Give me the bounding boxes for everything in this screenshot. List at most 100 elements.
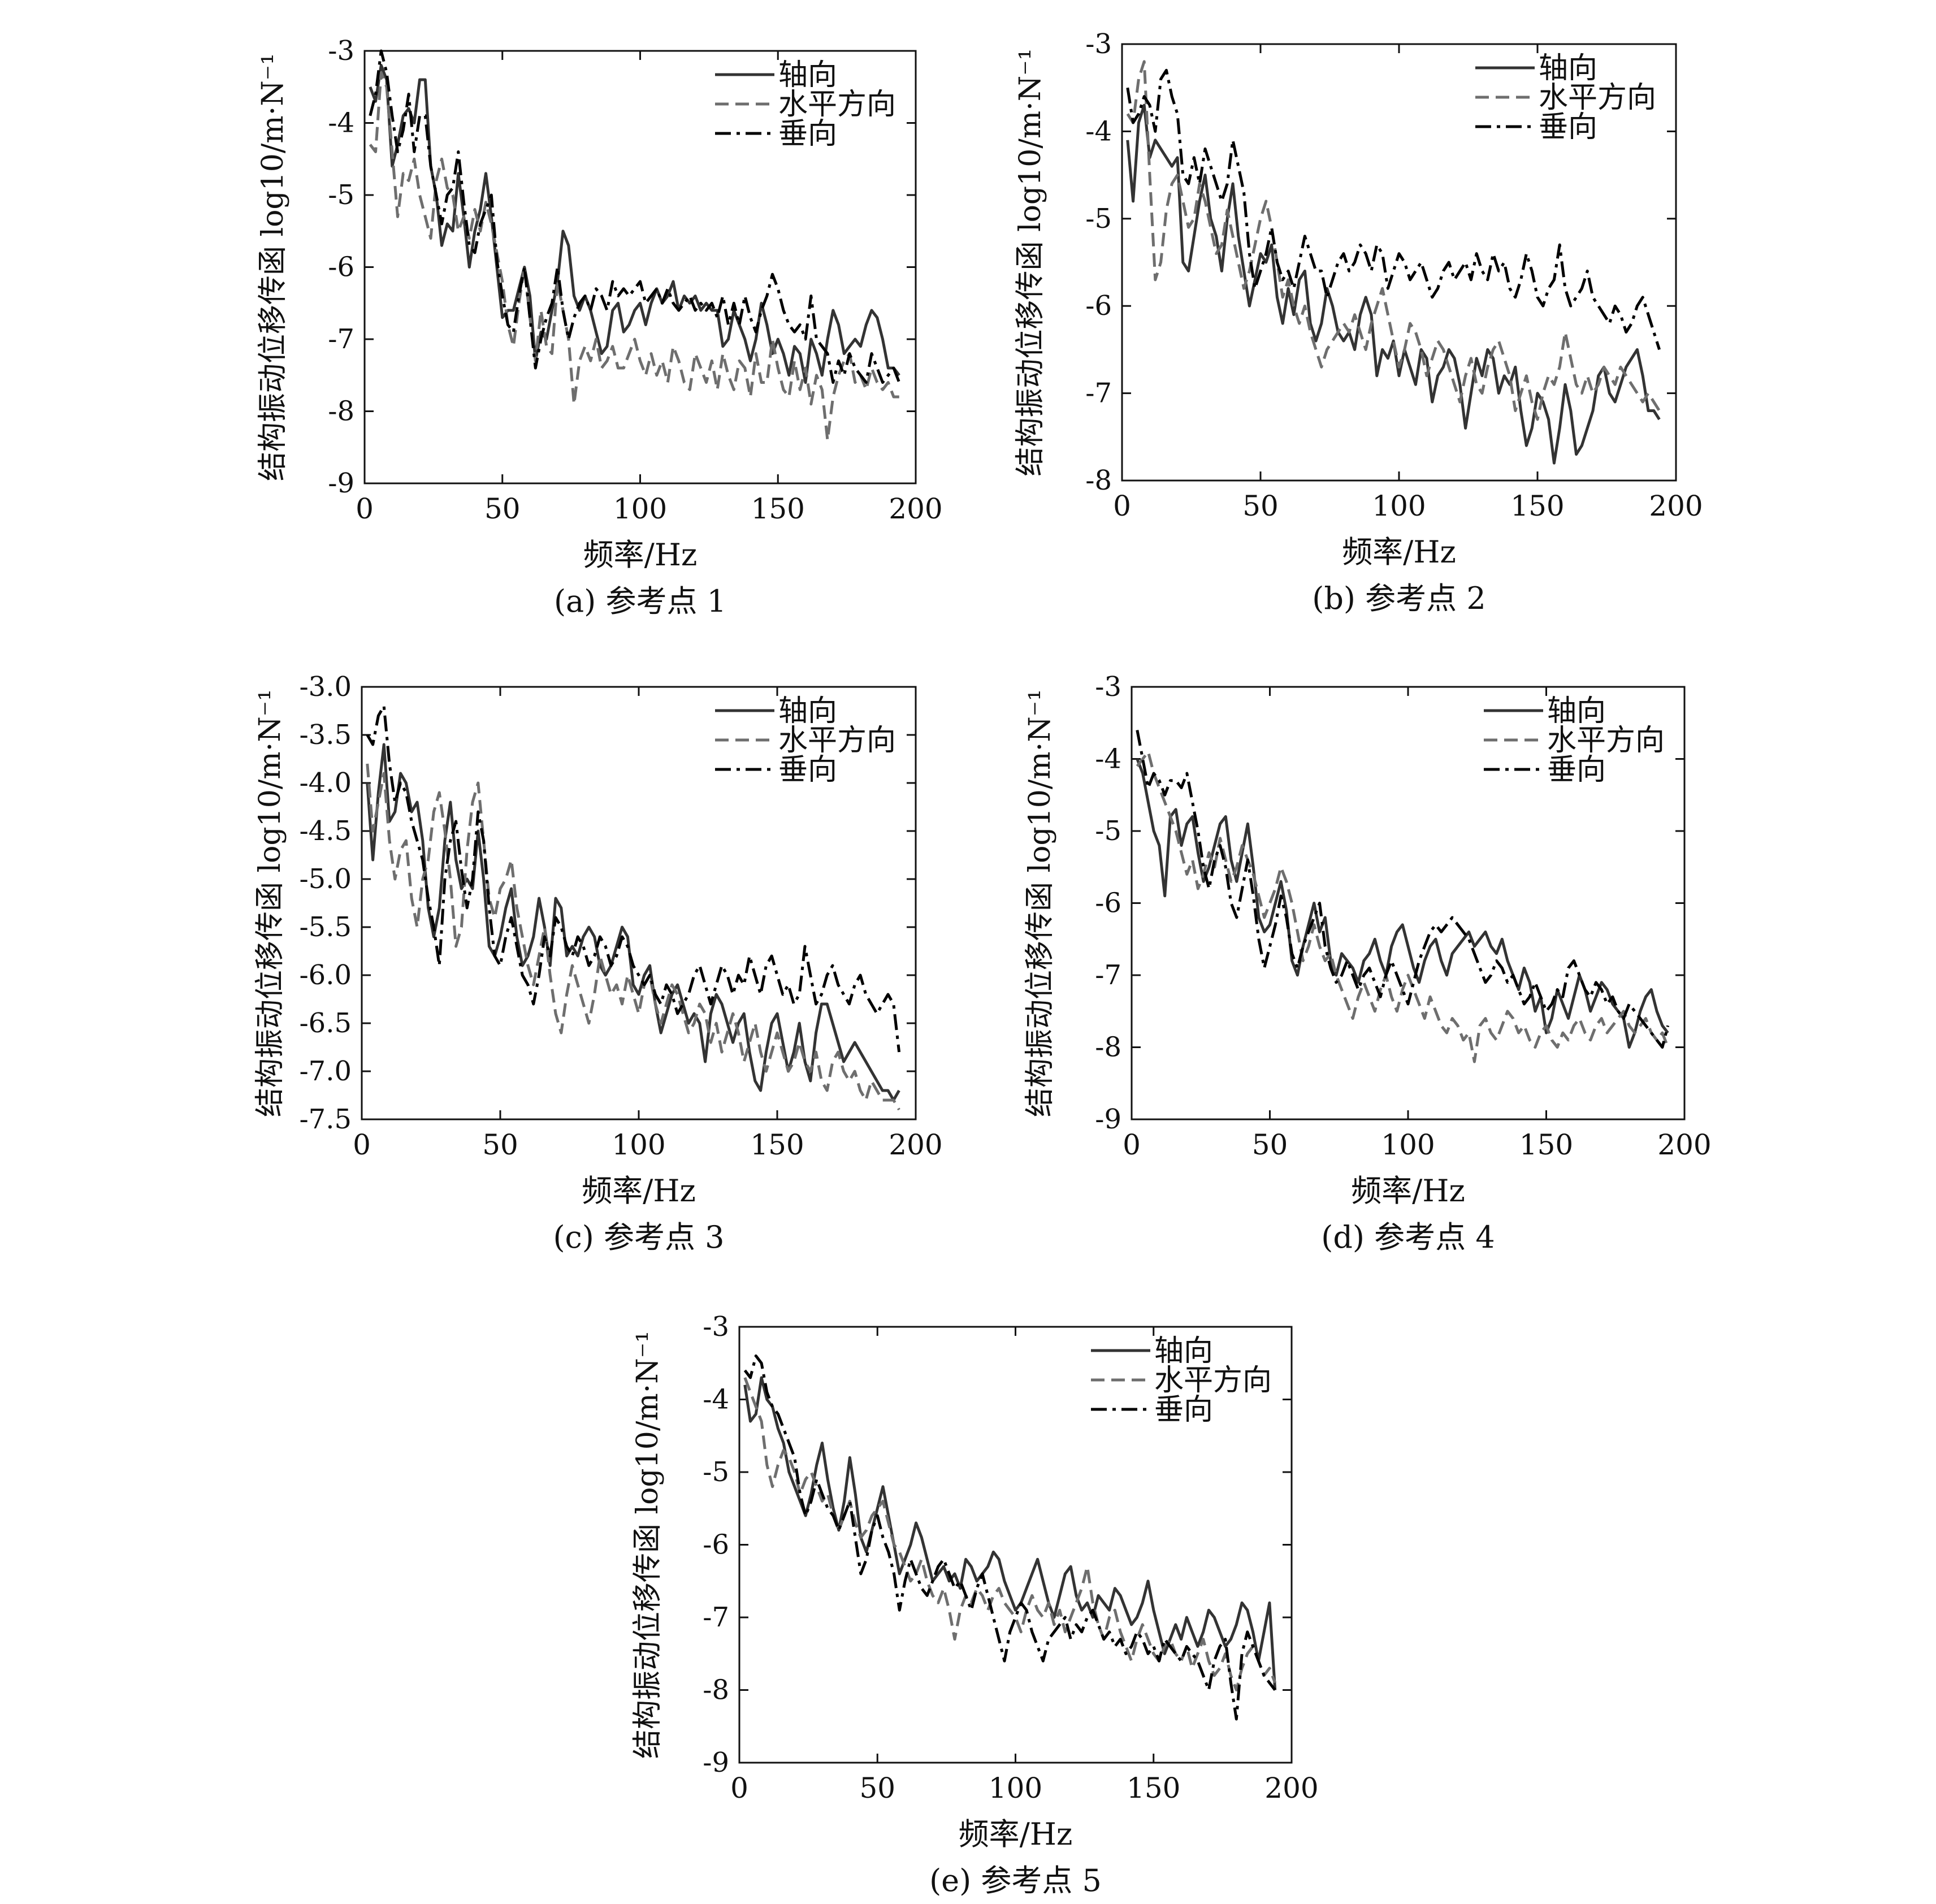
y-tick-label: -4 bbox=[703, 1384, 729, 1416]
y-tick-label: -8 bbox=[328, 396, 354, 427]
legend-label: 垂向 bbox=[1539, 110, 1597, 144]
x-tick-label: 200 bbox=[1264, 1772, 1318, 1805]
x-tick-label: 150 bbox=[1510, 490, 1564, 522]
y-tick-label: -9 bbox=[328, 468, 354, 499]
y-tick-label: -8 bbox=[1085, 465, 1112, 496]
series-line-dashdot bbox=[369, 49, 901, 384]
y-tick-label: -7 bbox=[1085, 378, 1112, 409]
y-axis-label: 结构振动位移传函 log10/m·N⁻¹ bbox=[631, 1331, 665, 1759]
x-tick-label: 100 bbox=[1372, 490, 1426, 522]
y-tick-label: -6 bbox=[328, 252, 354, 283]
x-tick-label: 200 bbox=[889, 1128, 942, 1161]
series-line-dashdot bbox=[1136, 730, 1670, 1049]
x-axis-label: 频率/Hz bbox=[959, 1816, 1073, 1852]
x-tick-label: 0 bbox=[353, 1128, 371, 1161]
y-axis-label: 结构振动位移传函 log10/m·N⁻¹ bbox=[256, 53, 290, 481]
x-tick-label: 50 bbox=[482, 1128, 518, 1161]
y-tick-label: -5.0 bbox=[299, 863, 352, 895]
x-tick-label: 0 bbox=[1113, 490, 1131, 522]
x-tick-label: 150 bbox=[1127, 1772, 1180, 1805]
y-tick-label: -9 bbox=[703, 1747, 729, 1778]
x-tick-label: 50 bbox=[484, 492, 521, 525]
series-line-dashdot bbox=[743, 1354, 1276, 1721]
series-line-dashed bbox=[366, 763, 900, 1111]
y-tick-label: -7 bbox=[1095, 959, 1121, 991]
legend-label: 垂向 bbox=[1154, 1393, 1213, 1427]
legend-label: 轴向 bbox=[778, 58, 837, 92]
series-line-dashed bbox=[1136, 750, 1670, 1063]
y-tick-label: -4 bbox=[328, 107, 354, 139]
x-tick-label: 150 bbox=[1519, 1128, 1573, 1161]
x-tick-label: 0 bbox=[730, 1772, 748, 1805]
x-tick-label: 100 bbox=[989, 1772, 1042, 1805]
legend-label: 轴向 bbox=[1539, 51, 1597, 85]
y-tick-label: -3 bbox=[328, 35, 354, 67]
y-tick-label: -5 bbox=[328, 179, 354, 211]
legend-label: 轴向 bbox=[778, 694, 837, 728]
series-line-dashed bbox=[369, 71, 899, 442]
y-tick-label: -3.5 bbox=[299, 719, 352, 751]
x-tick-label: 0 bbox=[1123, 1128, 1141, 1161]
y-tick-label: -4 bbox=[1085, 115, 1112, 147]
legend-label: 轴向 bbox=[1154, 1334, 1213, 1368]
legend-label: 垂向 bbox=[778, 117, 837, 151]
y-tick-label: -5 bbox=[1085, 203, 1112, 235]
y-tick-label: -3 bbox=[703, 1311, 729, 1343]
y-tick-label: -6 bbox=[1095, 888, 1121, 919]
x-axis-label: 频率/Hz bbox=[1342, 534, 1456, 570]
y-tick-label: -3 bbox=[1085, 28, 1112, 60]
series-line-solid bbox=[743, 1376, 1277, 1690]
y-tick-label: -7 bbox=[703, 1602, 729, 1633]
y-tick-label: -8 bbox=[703, 1674, 729, 1706]
x-tick-label: 200 bbox=[1657, 1128, 1711, 1161]
y-tick-label: -6 bbox=[703, 1529, 729, 1561]
x-tick-label: 150 bbox=[751, 492, 805, 525]
x-axis-label: 频率/Hz bbox=[582, 1173, 696, 1209]
x-tick-label: 50 bbox=[1242, 490, 1279, 522]
legend-label: 水平方向 bbox=[778, 724, 896, 758]
y-tick-label: -4.5 bbox=[299, 815, 352, 847]
x-axis-label: 频率/Hz bbox=[583, 537, 698, 573]
y-axis-label: 结构振动位移传函 log10/m·N⁻¹ bbox=[253, 689, 287, 1117]
legend-label: 垂向 bbox=[1547, 753, 1606, 787]
subplot-caption: (b) 参考点 2 bbox=[1312, 581, 1485, 616]
series-line-dashed bbox=[1126, 60, 1661, 421]
y-tick-label: -3.0 bbox=[299, 671, 352, 703]
series-line-solid bbox=[369, 64, 900, 384]
y-tick-label: -7.0 bbox=[299, 1055, 352, 1087]
x-tick-label: 50 bbox=[859, 1772, 895, 1805]
y-tick-label: -5.5 bbox=[299, 911, 352, 943]
x-tick-label: 100 bbox=[1381, 1128, 1435, 1161]
y-tick-label: -7.5 bbox=[299, 1104, 352, 1135]
y-tick-label: -3 bbox=[1095, 671, 1121, 703]
y-tick-label: -8 bbox=[1095, 1032, 1121, 1063]
x-tick-label: 0 bbox=[356, 492, 374, 525]
y-tick-label: -6.0 bbox=[299, 959, 352, 991]
y-tick-label: -5 bbox=[703, 1456, 729, 1488]
series-line-solid bbox=[366, 743, 900, 1102]
x-tick-label: 100 bbox=[613, 492, 667, 525]
series-line-dashdot bbox=[1126, 68, 1661, 350]
y-tick-label: -9 bbox=[1095, 1104, 1121, 1135]
series-line-solid bbox=[1126, 103, 1661, 465]
series-line-dashdot bbox=[366, 704, 901, 1053]
y-tick-label: -5 bbox=[1095, 815, 1121, 847]
subplot-caption: (e) 参考点 5 bbox=[929, 1863, 1102, 1898]
x-tick-label: 150 bbox=[750, 1128, 804, 1161]
legend-label: 水平方向 bbox=[1547, 724, 1665, 758]
legend-label: 轴向 bbox=[1547, 694, 1606, 728]
legend-label: 水平方向 bbox=[1154, 1364, 1272, 1397]
series-line-solid bbox=[1136, 758, 1669, 1049]
subplot-caption: (a) 参考点 1 bbox=[554, 583, 726, 619]
x-tick-label: 50 bbox=[1252, 1128, 1288, 1161]
chart-panel-3: 0 50 100 150 200 -3.0 -3.5 -4.0 -4.5 -5.0 -5.5 -6.0… bbox=[253, 671, 943, 1255]
y-tick-label: -4.0 bbox=[299, 767, 352, 799]
x-tick-label: 100 bbox=[612, 1128, 665, 1161]
subplot-caption: (c) 参考点 3 bbox=[553, 1219, 724, 1255]
y-tick-label: -4 bbox=[1095, 743, 1121, 775]
y-axis-label: 结构振动位移传函 log10/m·N⁻¹ bbox=[1023, 689, 1057, 1117]
x-axis-label: 频率/Hz bbox=[1351, 1173, 1465, 1209]
